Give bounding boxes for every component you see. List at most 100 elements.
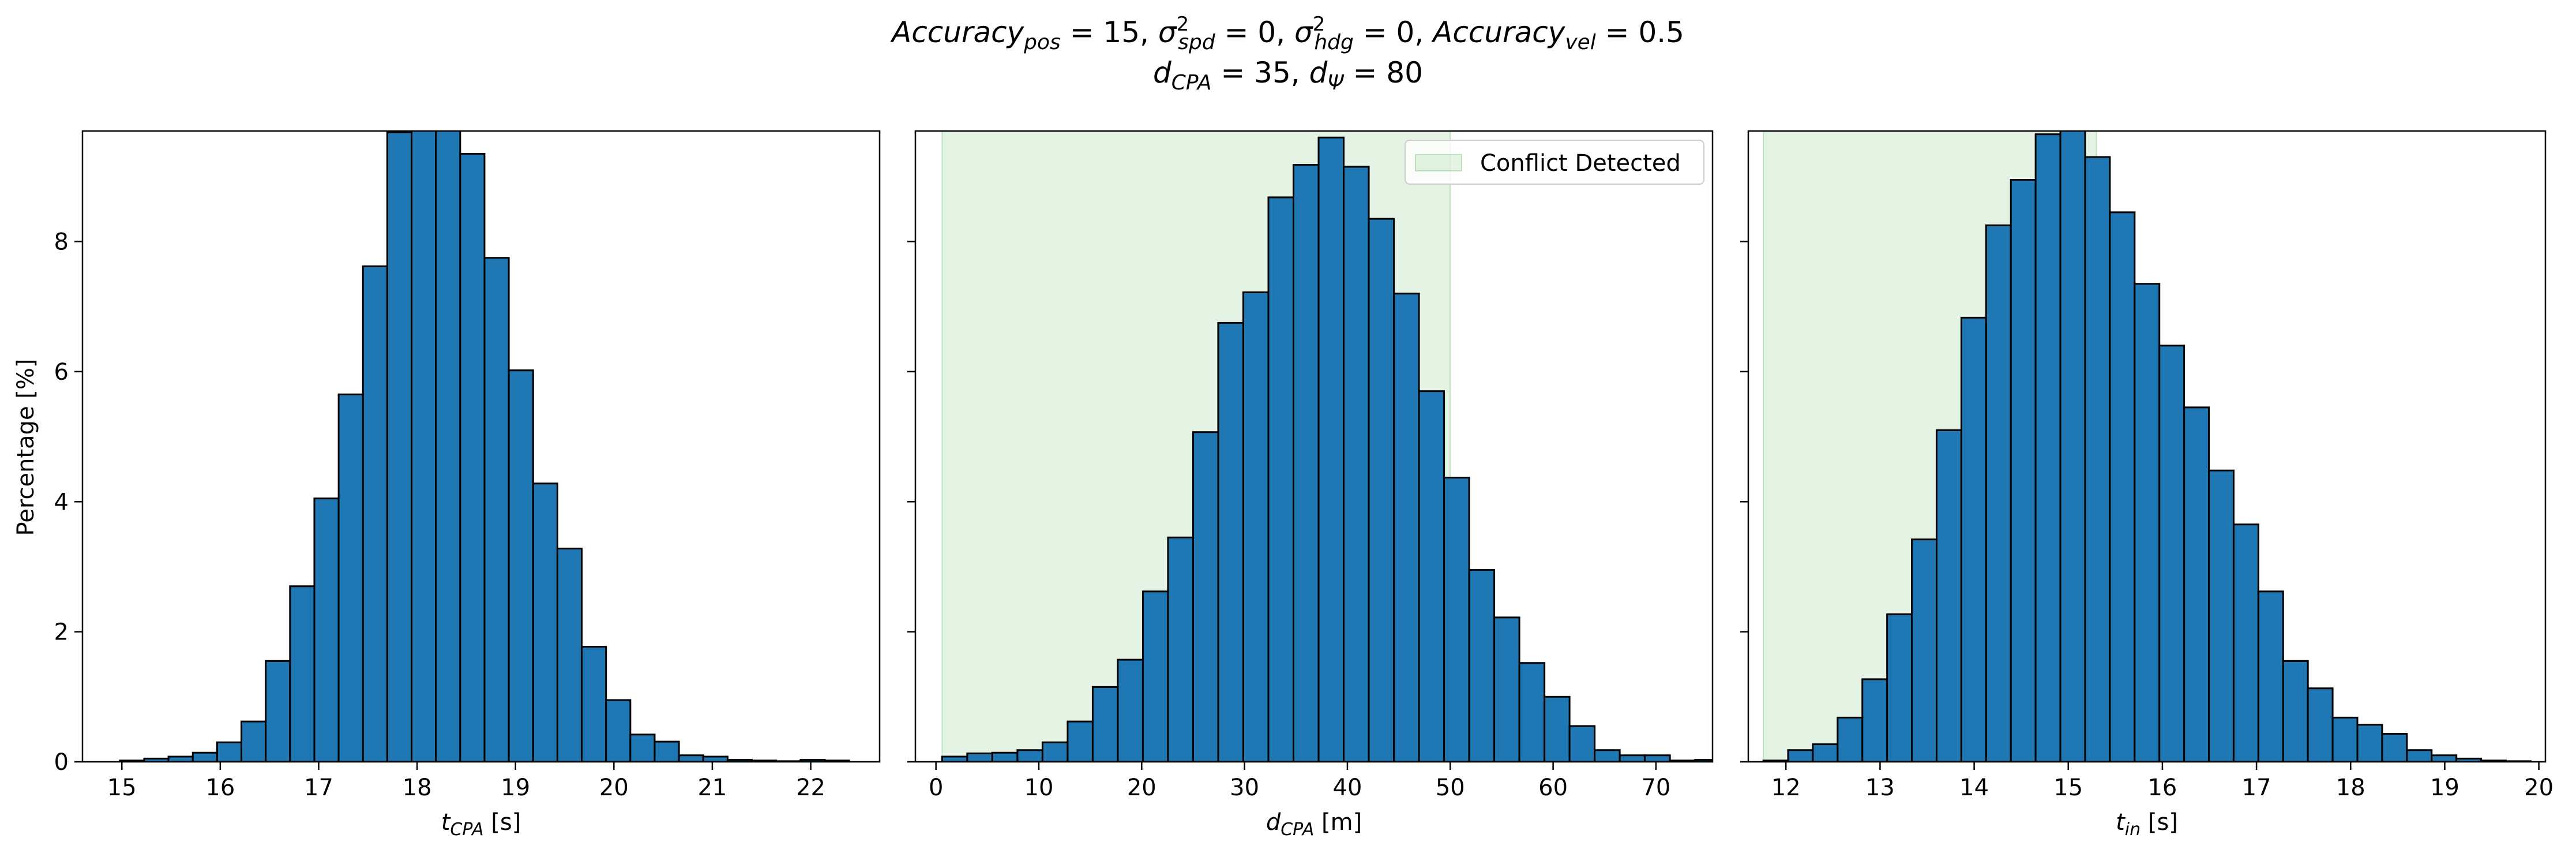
x-tick-label: 15 xyxy=(2053,775,2083,801)
x-tick-label: 19 xyxy=(2430,775,2459,801)
histogram-bar xyxy=(1443,477,1470,762)
histogram-bar xyxy=(362,265,388,762)
subplots: 15 16 17 18 19 20 21 22 0 2 4 6 8 tCPA [s] 0 10 20 30 40 50… xyxy=(54,130,2554,840)
x-tick-label: 16 xyxy=(2147,775,2177,801)
histogram-bar xyxy=(1787,749,1814,762)
y-tick-label: 8 xyxy=(54,229,69,256)
histogram-bar xyxy=(2232,523,2259,762)
histogram-bar xyxy=(532,482,558,762)
x-tick-label: 17 xyxy=(304,775,333,801)
histogram-bar xyxy=(2034,133,2061,762)
x-tick-label: 22 xyxy=(796,775,825,801)
histogram-bar xyxy=(2084,156,2111,762)
x-tick-label: 20 xyxy=(2524,775,2554,801)
histogram-bar xyxy=(1694,759,1713,762)
y-tick-label: 2 xyxy=(54,619,69,646)
histogram-bar xyxy=(2431,754,2458,762)
histogram-bar xyxy=(2406,749,2433,762)
histogram-bar xyxy=(1117,659,1144,762)
histogram-bar xyxy=(1343,166,1370,762)
histogram-bar xyxy=(2109,211,2136,762)
histogram-bar xyxy=(1644,754,1671,762)
x-tick-label: 12 xyxy=(1771,775,1801,801)
x-tick-label: 19 xyxy=(501,775,530,801)
histogram-bar xyxy=(1837,716,1864,762)
legend: Conflict Detected xyxy=(1405,140,1704,185)
legend-swatch xyxy=(1415,154,1462,171)
y-tick-label: 4 xyxy=(54,489,69,515)
histogram-bar xyxy=(556,547,583,762)
histogram-bar xyxy=(1016,749,1043,762)
histogram-bar xyxy=(2010,179,2037,762)
histogram-bar xyxy=(654,740,680,762)
subplot-1: 15 16 17 18 19 20 21 22 0 2 4 6 8 tCPA [s] xyxy=(54,130,881,840)
axes-frame xyxy=(81,130,881,763)
axes-frame xyxy=(914,130,1714,763)
histogram-bar xyxy=(2257,590,2284,762)
x-tick-label: 16 xyxy=(205,775,235,801)
histogram-bar xyxy=(605,699,632,762)
histogram-bar xyxy=(1935,429,1962,762)
histogram-bar xyxy=(313,497,340,762)
histogram-bar xyxy=(1568,725,1596,762)
histogram-bar xyxy=(629,734,656,762)
histogram-bar xyxy=(1393,293,1420,762)
histogram-bar xyxy=(216,741,243,762)
plot-area xyxy=(1762,131,2532,762)
x-tick-label: 60 xyxy=(1538,775,1568,801)
histogram-bar xyxy=(1544,695,1571,762)
histogram-bar xyxy=(1267,196,1295,762)
x-tick-label: 10 xyxy=(1024,775,1054,801)
histogram-bar xyxy=(1594,749,1621,762)
histogram-bar xyxy=(1861,678,1888,762)
histogram-bar xyxy=(241,720,267,762)
histogram-bar xyxy=(386,131,413,762)
histogram-bar xyxy=(435,131,461,762)
legend-box xyxy=(1405,140,1704,185)
histogram-bar xyxy=(2134,283,2161,762)
histogram-bar xyxy=(2059,131,2086,762)
figure-title-line-2: dCPA = 35, dΨ = 80 xyxy=(1153,56,1423,95)
histogram-bar xyxy=(702,755,729,762)
histogram-bar xyxy=(459,152,486,762)
histogram-bar xyxy=(1217,321,1244,762)
subplot-3: 12 13 14 15 16 17 18 19 20 tin [s] xyxy=(1740,130,2554,840)
figure-title-line-1: Accuracypos = 15, σ2 spd = 0, σ2 hdg = 0, … xyxy=(890,13,1684,54)
x-axis-label: tin [s] xyxy=(2116,809,2178,840)
x-tick-label: 70 xyxy=(1641,775,1670,801)
histogram-bar xyxy=(2183,406,2210,762)
histogram-bar xyxy=(2158,345,2186,762)
histogram-bar xyxy=(991,751,1019,762)
histogram-bar xyxy=(1493,616,1520,762)
histogram-bar xyxy=(678,754,704,762)
histogram-bar xyxy=(1368,218,1395,762)
histogram-bar xyxy=(1886,613,1913,762)
histogram-bar xyxy=(1468,569,1496,762)
histogram-bar xyxy=(167,755,194,762)
histogram-bar xyxy=(941,755,968,762)
x-tick-label: 0 xyxy=(929,775,943,801)
histogram-bar xyxy=(1293,164,1320,762)
histogram-bar xyxy=(1418,390,1445,762)
histogram-bar xyxy=(2307,687,2334,762)
histogram-bar xyxy=(508,369,534,762)
histogram-bar xyxy=(966,752,993,762)
histogram-bar xyxy=(2208,469,2235,762)
histogram-bar xyxy=(191,751,218,762)
histogram-bar xyxy=(1242,291,1270,762)
x-tick-label: 20 xyxy=(1127,775,1156,801)
x-tick-label: 15 xyxy=(107,775,137,801)
histogram-bar xyxy=(1960,316,1987,762)
x-tick-label: 18 xyxy=(2336,775,2365,801)
y-tick-label: 0 xyxy=(54,749,69,776)
x-axis-label: dCPA [m] xyxy=(1266,809,1362,840)
x-tick-label: 50 xyxy=(1436,775,1465,801)
histogram-bar xyxy=(1167,536,1194,762)
histogram-bar xyxy=(1985,224,2012,762)
histogram-bar xyxy=(1812,743,1839,762)
x-tick-label: 30 xyxy=(1230,775,1259,801)
subplot-2: 0 10 20 30 40 50 60 70 dCPA [m] Conflict Detected xyxy=(907,130,1714,840)
histogram-bar xyxy=(1141,590,1169,762)
plot-area xyxy=(119,131,850,762)
